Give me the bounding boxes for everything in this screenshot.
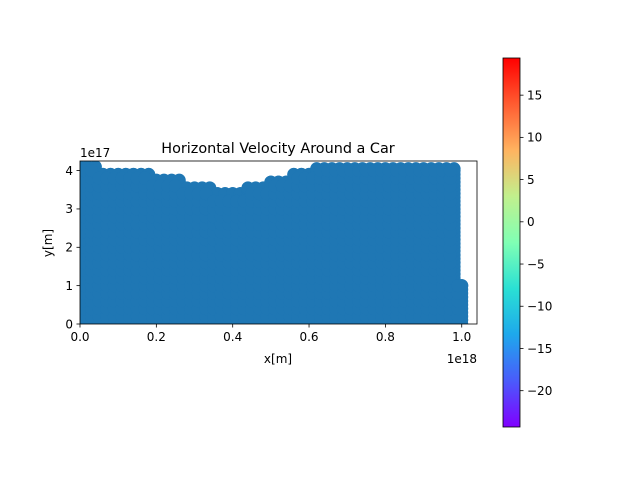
chart-title: Horizontal Velocity Around a Car bbox=[161, 141, 395, 157]
x-axis-ticks: 0.0 0.2 0.4 0.6 0.8 1.0 bbox=[70, 324, 471, 344]
colorbar-ticks: 15 10 5 0 −5 −10 −15 −20 bbox=[520, 88, 552, 398]
plot-frame bbox=[79, 160, 478, 325]
colorbar-tick-label: 5 bbox=[527, 173, 535, 187]
x-tick-label: 1.0 bbox=[452, 330, 471, 344]
y-axis-ticks: 0 1 2 3 4 bbox=[65, 164, 80, 331]
x-tick-label: 0.8 bbox=[376, 330, 395, 344]
x-axis-label: x[m] bbox=[264, 352, 292, 366]
y-tick-label: 1 bbox=[65, 279, 73, 293]
scatter-points bbox=[80, 161, 469, 324]
y-tick-label: 4 bbox=[65, 164, 73, 178]
colorbar-tick-label: 10 bbox=[527, 131, 542, 145]
x-offset-label: 1e18 bbox=[447, 352, 477, 366]
colorbar-tick-label: 0 bbox=[527, 215, 535, 229]
colorbar-tick-label: 15 bbox=[527, 88, 542, 102]
colorbar-tick-label: −20 bbox=[527, 384, 552, 398]
y-tick-label: 0 bbox=[65, 317, 73, 331]
x-tick-label: 0.0 bbox=[70, 330, 89, 344]
y-tick-label: 2 bbox=[65, 241, 73, 255]
colorbar bbox=[502, 57, 521, 428]
colorbar-tick-label: −5 bbox=[527, 257, 545, 271]
x-tick-label: 0.2 bbox=[147, 330, 166, 344]
scatter-point bbox=[443, 164, 457, 178]
y-tick-label: 3 bbox=[65, 202, 73, 216]
y-axis-label: y[m] bbox=[41, 229, 55, 257]
colorbar-tick-label: −10 bbox=[527, 300, 552, 314]
y-offset-label: 1e17 bbox=[80, 146, 110, 160]
x-tick-label: 0.6 bbox=[299, 330, 318, 344]
scatter-point bbox=[451, 279, 465, 293]
x-tick-label: 0.4 bbox=[223, 330, 242, 344]
colorbar-tick-label: −15 bbox=[527, 342, 552, 356]
